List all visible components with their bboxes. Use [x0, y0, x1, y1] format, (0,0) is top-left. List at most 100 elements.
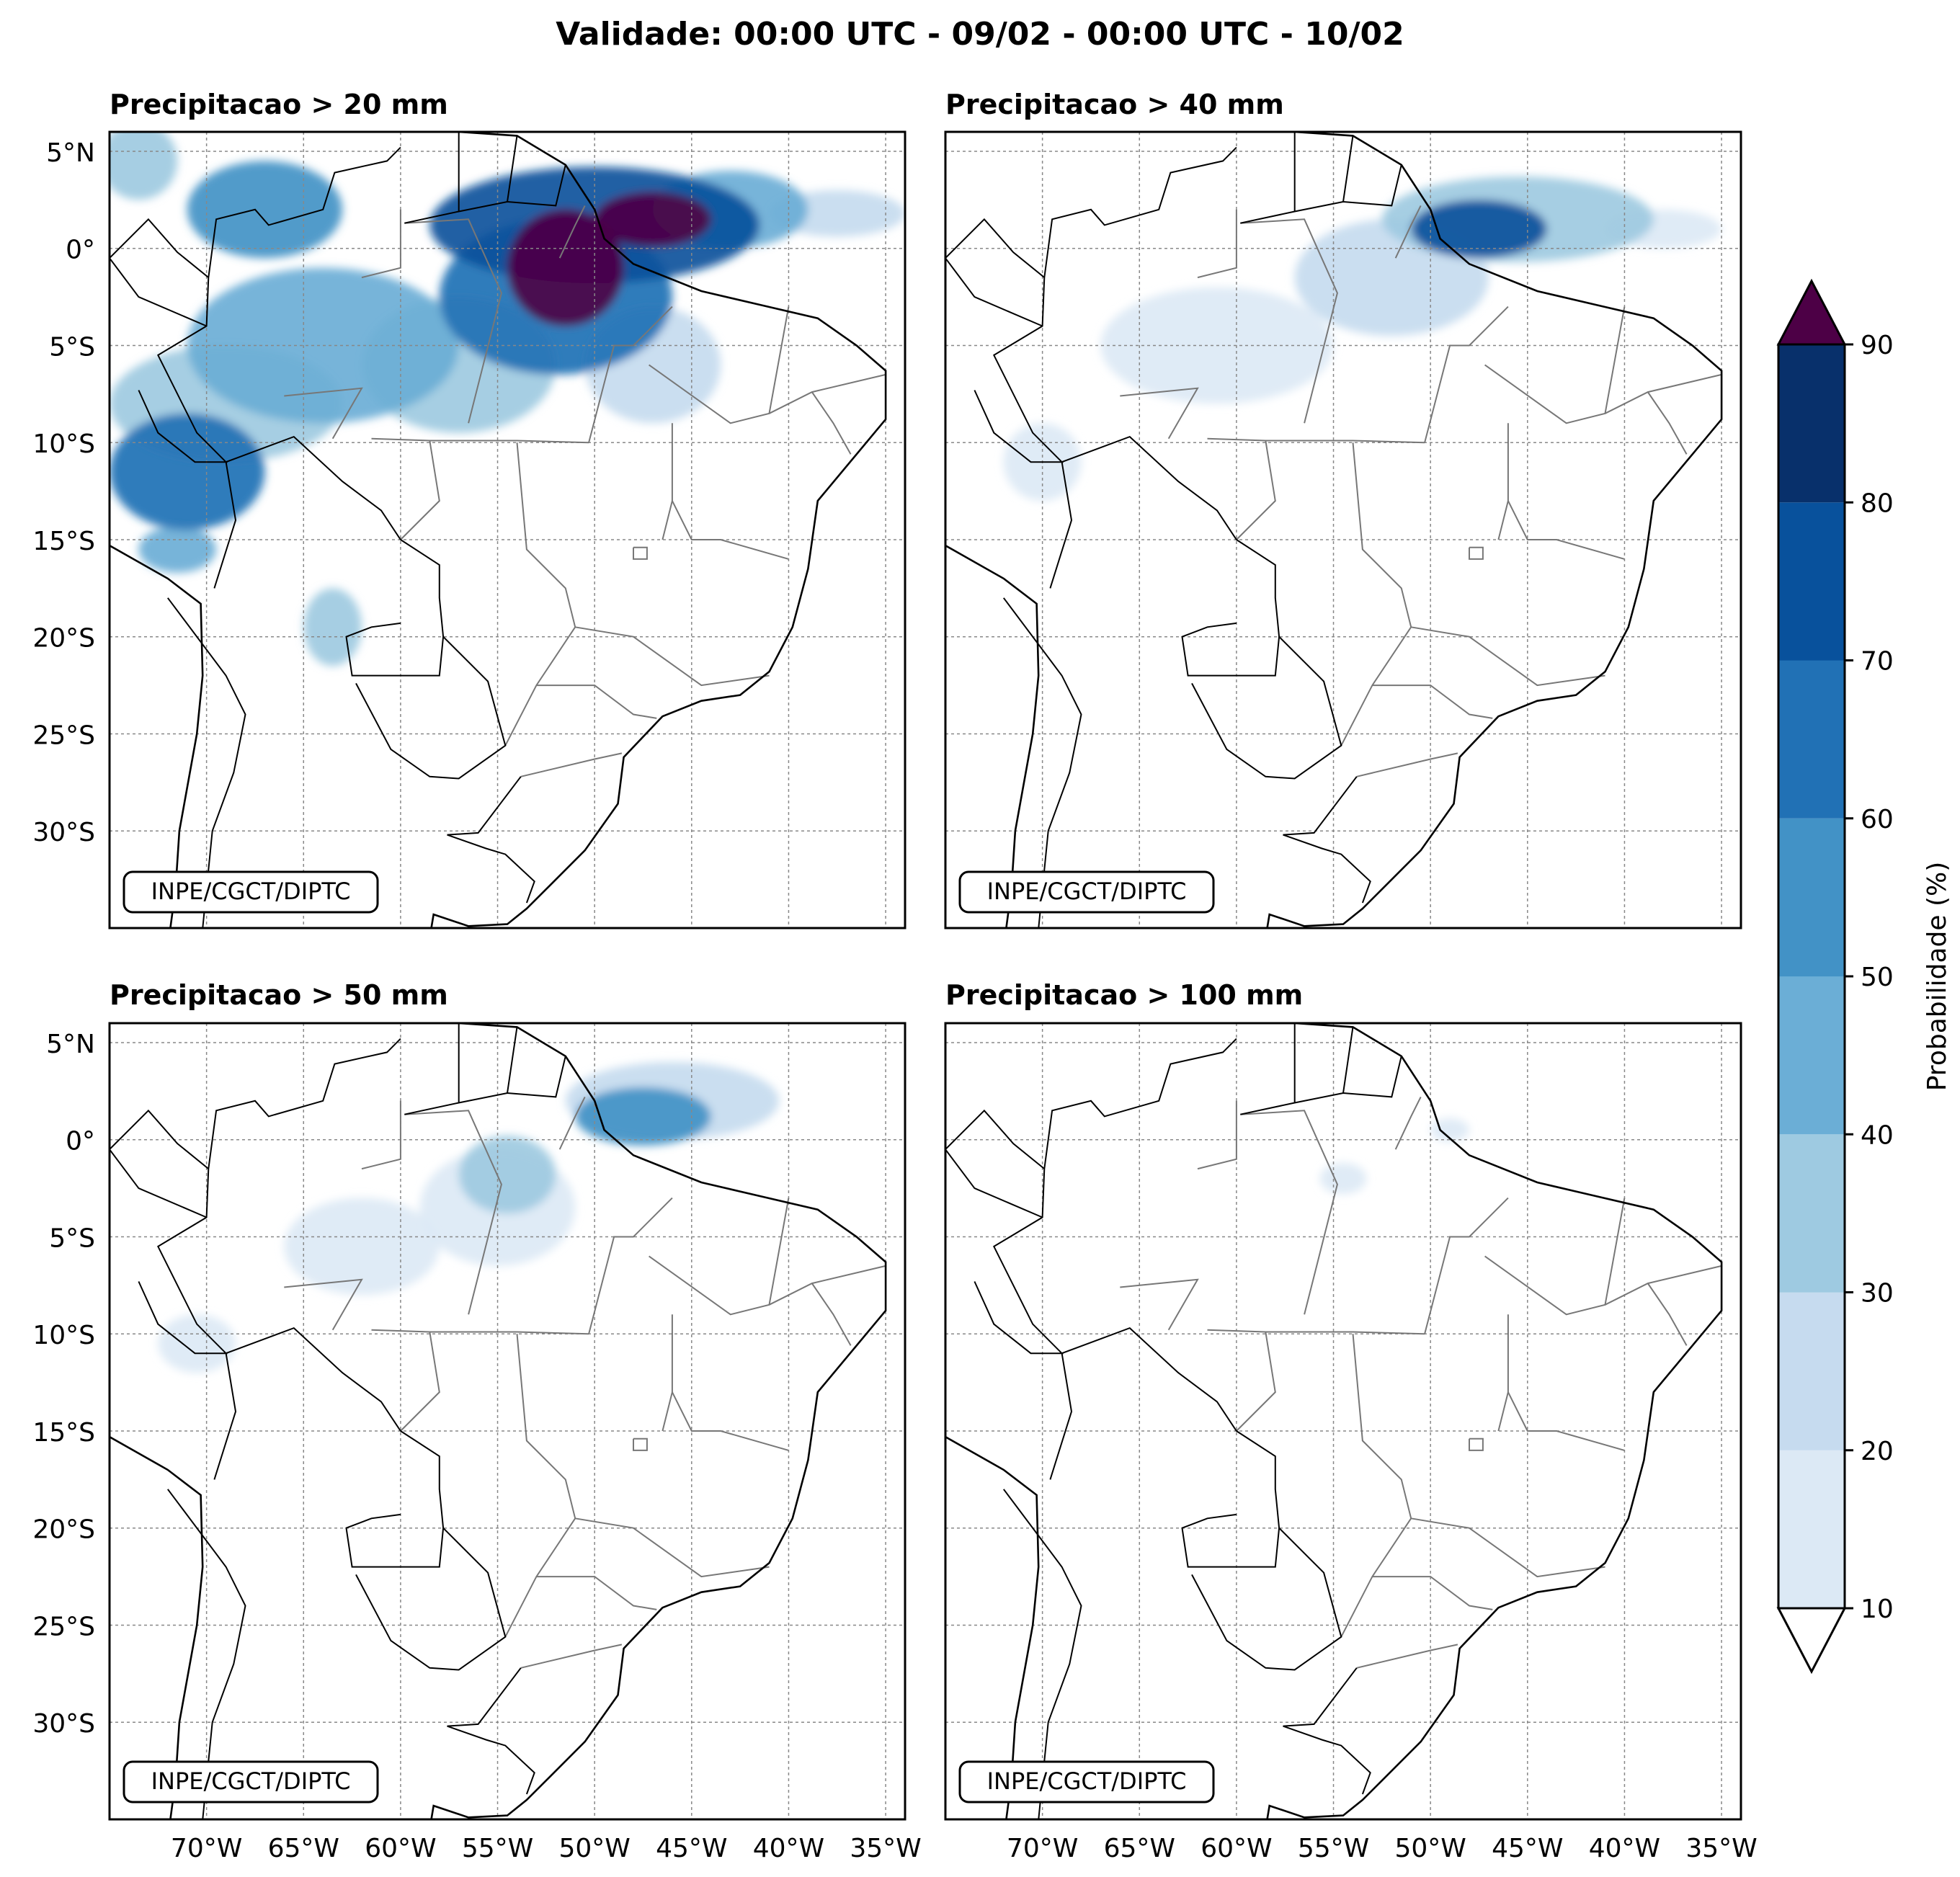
state-border	[662, 423, 673, 540]
probability-cell	[158, 1314, 236, 1373]
credit-label: INPE/CGCT/DIPTC	[987, 1767, 1187, 1795]
credit-box: INPE/CGCT/DIPTC	[958, 1760, 1215, 1804]
lon-axis-right: 70°W 65°W 60°W 55°W 50°W 45°W 40°W 35°W	[1007, 1834, 1758, 1863]
coastline	[945, 543, 1040, 928]
coastline	[430, 132, 887, 928]
country-border	[945, 1109, 1045, 1218]
credit-box: INPE/CGCT/DIPTC	[122, 870, 379, 914]
country-border	[447, 834, 535, 904]
country-border	[213, 1327, 445, 1568]
state-border	[361, 1100, 401, 1170]
colorbar-band	[1778, 1292, 1845, 1450]
probability-cell	[110, 132, 178, 200]
coastline	[430, 1023, 887, 1819]
colorbar-band	[1778, 502, 1845, 661]
state-border	[1647, 391, 1688, 455]
state-border	[1497, 1314, 1509, 1432]
country-border	[110, 1109, 209, 1218]
state-border	[811, 1283, 852, 1346]
lat-tick-label: 25°S	[32, 1612, 95, 1641]
state-border	[1340, 1334, 1412, 1638]
lat-tick-label: 5°S	[49, 332, 95, 362]
state-border	[284, 1278, 363, 1331]
credit-label: INPE/CGCT/DIPTC	[987, 878, 1187, 905]
state-border	[404, 1110, 502, 1315]
state-border	[1236, 1332, 1276, 1432]
map-frame	[944, 1022, 1742, 1821]
state-border	[1120, 1278, 1199, 1331]
state-border	[404, 218, 502, 424]
state-border	[1240, 1110, 1338, 1315]
colorbar-tick-label: 10	[1861, 1595, 1894, 1624]
lat-tick-label: 0°	[66, 1127, 95, 1156]
country-border	[447, 1725, 535, 1795]
state-border	[1240, 218, 1338, 424]
state-border	[769, 1265, 886, 1306]
lat-tick-label: 15°S	[32, 527, 95, 556]
lon-tick-label: 50°W	[1394, 1834, 1466, 1863]
credit-label: INPE/CGCT/DIPTC	[151, 878, 351, 905]
country-border	[1283, 1667, 1358, 1727]
lon-tick-label: 45°W	[1492, 1834, 1563, 1863]
colorbar-band	[1778, 1134, 1845, 1293]
state-border	[588, 1197, 673, 1334]
state-border	[536, 1576, 657, 1610]
probability-cell	[1411, 200, 1547, 259]
country-border	[110, 218, 209, 327]
state-border	[400, 440, 440, 540]
probability-cell	[138, 526, 217, 573]
state-border	[1605, 373, 1722, 414]
probability-cell	[303, 588, 362, 666]
state-border	[1340, 442, 1412, 746]
country-border	[1342, 135, 1354, 202]
state-border	[1424, 1197, 1509, 1334]
probability-cell	[110, 413, 265, 530]
country-border	[1342, 1027, 1354, 1094]
country-border	[355, 1527, 507, 1671]
lat-tick-label: 30°S	[32, 1709, 95, 1739]
state-border	[1647, 1283, 1688, 1346]
state-border	[504, 1334, 576, 1638]
coastline	[1266, 1023, 1723, 1819]
country-border	[1191, 1527, 1342, 1671]
colorbar: 10 20 30 40 50 60 70 80 90 Probabilidade (%)	[1776, 278, 1952, 1675]
country-border	[1049, 435, 1280, 677]
country-border	[1283, 776, 1358, 836]
state-border	[1469, 1437, 1484, 1451]
probability-cell	[458, 1136, 556, 1214]
state-border	[672, 500, 789, 560]
map-frame	[108, 130, 906, 929]
country-border	[138, 1038, 401, 1355]
state-border	[1207, 1329, 1425, 1335]
country-border	[1049, 1327, 1280, 1568]
state-border	[520, 752, 623, 777]
colorbar-over-arrow	[1776, 278, 1847, 346]
lat-tick-label: 15°S	[32, 1418, 95, 1448]
state-border	[575, 1517, 770, 1578]
colorbar-under-arrow	[1776, 1607, 1847, 1675]
colorbar-tick-label: 30	[1861, 1279, 1894, 1308]
state-border	[811, 391, 852, 455]
country-border	[213, 435, 445, 677]
credit-box: INPE/CGCT/DIPTC	[122, 1760, 379, 1804]
country-border	[974, 1038, 1237, 1355]
panel-precip-100: Precipitacao > 100 mm INPE/CGCT/DIPTC	[944, 979, 1742, 1821]
coastline	[110, 1435, 204, 1819]
state-border	[1207, 437, 1425, 444]
probability-cell	[1430, 1118, 1469, 1142]
lon-tick-label: 45°W	[656, 1834, 727, 1863]
lat-tick-label: 5°N	[46, 1030, 95, 1059]
country-border	[447, 1667, 522, 1727]
lon-tick-label: 70°W	[171, 1834, 242, 1863]
colorbar-tick-label: 90	[1861, 331, 1894, 360]
credit-label: INPE/CGCT/DIPTC	[151, 1767, 351, 1795]
state-border	[649, 1198, 790, 1316]
colorbar-tick-label: 60	[1861, 805, 1894, 834]
country-border	[404, 1056, 566, 1115]
colorbar-band	[1778, 1450, 1845, 1609]
country-border	[1283, 1725, 1371, 1795]
lon-tick-label: 55°W	[1298, 1834, 1369, 1863]
state-border	[361, 209, 401, 279]
state-border	[1484, 306, 1626, 424]
state-border	[1411, 1517, 1605, 1578]
